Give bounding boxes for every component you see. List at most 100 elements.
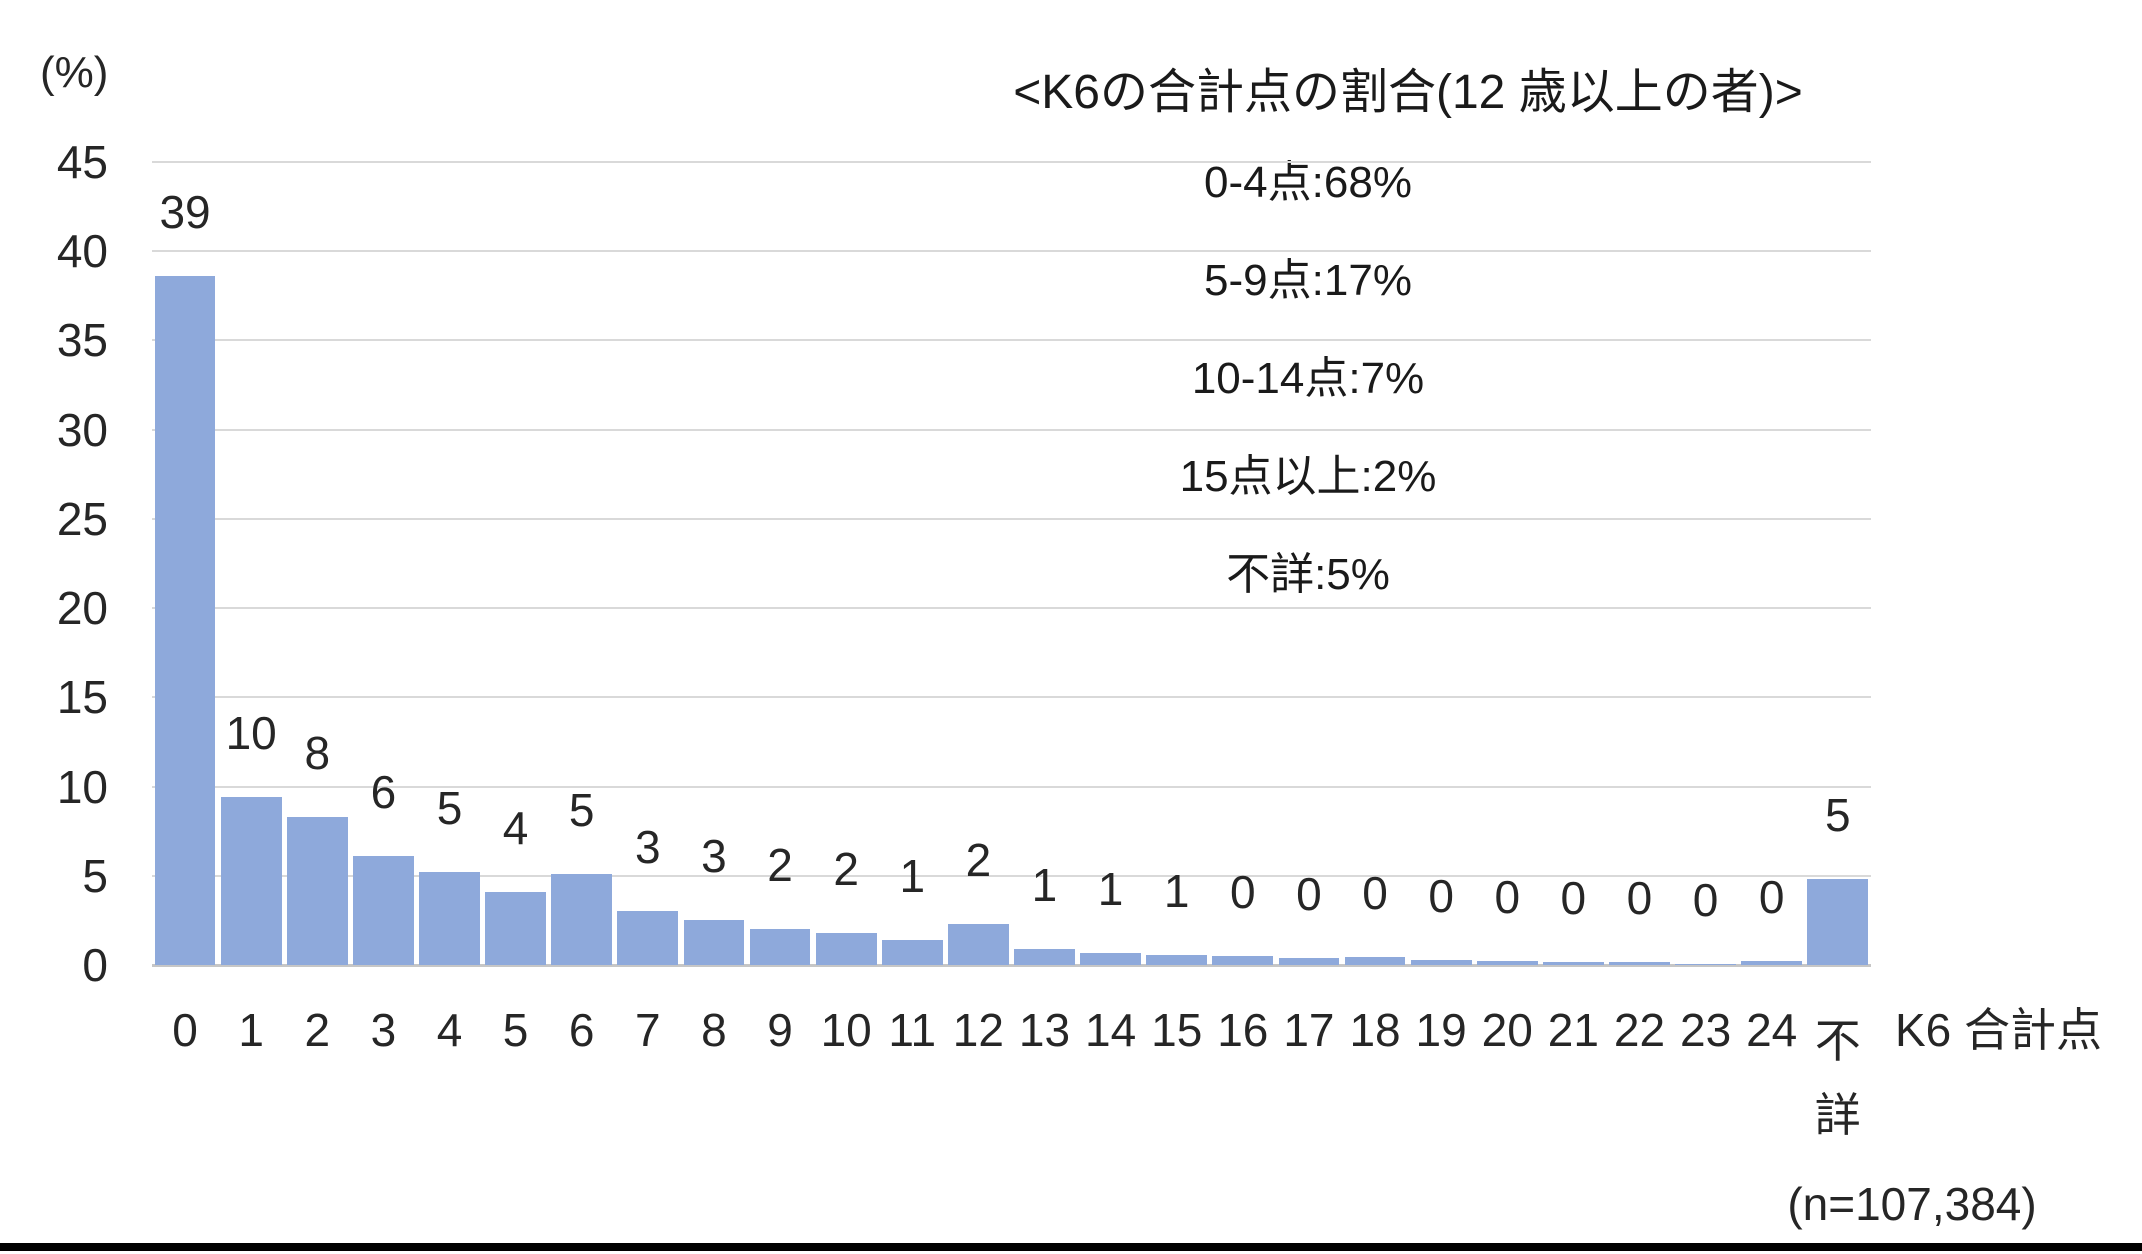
bar-slot: 1: [1144, 162, 1210, 965]
bar: [1080, 952, 1141, 965]
x-axis-line: [152, 963, 1871, 967]
bar: [1014, 948, 1075, 965]
bar-value-label: 3: [635, 821, 661, 874]
bar-slot: 5: [1805, 162, 1871, 965]
x-tick-label: 18: [1349, 1004, 1401, 1056]
x-tick-label: 22: [1613, 1004, 1666, 1056]
bar-value-label: 5: [436, 782, 463, 835]
chart-title: <K6の合計点の割合(12 歳以上の者)>: [1013, 66, 1803, 119]
x-tick-label: 19: [1415, 1004, 1467, 1056]
bar-slot: 0: [1342, 162, 1408, 965]
bar-value-label: 0: [1692, 873, 1719, 926]
gridline: [152, 339, 1871, 342]
bar-slot: 0: [1606, 162, 1672, 965]
bar: [1807, 879, 1869, 965]
bar: [419, 872, 480, 965]
x-tick-label: 20: [1481, 1004, 1533, 1056]
plot-area: 0 5 10 15 20 25 30 35 40 45 39 10 8 6 5 4 5 3 3 2 2 1 2 1 1 1 0 0 0…: [57, 137, 1871, 990]
gridline: [152, 517, 1871, 520]
bar: [749, 929, 811, 965]
bottom-border-line: [0, 1243, 2142, 1251]
annotation-line: 5-9点:17%: [1204, 256, 1412, 305]
x-tick-label: 0: [172, 1004, 198, 1056]
bar-slot: 6: [350, 162, 416, 965]
x-tick-label: 12: [952, 1004, 1004, 1056]
bar-value-label: 0: [1626, 872, 1653, 925]
gridline: [152, 607, 1871, 610]
x-tick-label: 5: [502, 1004, 529, 1056]
bar-value-label: 5: [568, 784, 595, 836]
x-tick-label: 4: [436, 1004, 463, 1056]
bar-slot: 10: [218, 162, 284, 965]
bar-value-label: 0: [1362, 866, 1388, 919]
bar-slot: 8: [284, 162, 350, 965]
x-tick-label: 2: [304, 1004, 331, 1056]
gridline: [152, 696, 1871, 699]
bar-slot: 1: [1078, 162, 1144, 965]
x-tick-label: 3: [370, 1004, 397, 1056]
bar-value-label: 4: [502, 801, 529, 854]
x-tick-label: 14: [1085, 1004, 1137, 1056]
bar-value-label: 1: [1163, 865, 1190, 918]
bar: [286, 816, 348, 965]
gridline: [152, 428, 1871, 431]
bar: [352, 856, 414, 965]
bar: [1344, 956, 1406, 965]
bar-value-label: 0: [1230, 866, 1256, 919]
bar-value-label: 0: [1560, 871, 1587, 924]
bar-slot: 3: [681, 162, 747, 965]
bar-value-label: 10: [225, 707, 277, 760]
bar: [815, 932, 877, 965]
y-tick-label: 0: [82, 939, 108, 991]
bar-value-label: 1: [1031, 858, 1058, 911]
bar: [154, 276, 216, 965]
gridline: [152, 785, 1871, 788]
bar: [485, 891, 546, 965]
bar-slot: 0: [1739, 162, 1805, 965]
y-axis-unit-label: (%): [40, 48, 109, 97]
bar: [1146, 955, 1208, 965]
bar: [1410, 960, 1472, 965]
x-axis-title: K6 合計点: [1895, 1004, 2103, 1056]
x-tick-label: 24: [1746, 1004, 1798, 1056]
bar: [683, 920, 745, 965]
bar-slot: 5: [549, 162, 615, 965]
chart-annotations: 0-4点:68% 5-9点:17% 10-14点:7% 15点以上:2% 不詳:5%: [1180, 134, 1437, 624]
sample-size-label: (n=107,384): [1787, 1178, 2037, 1230]
x-tick-label: 8: [701, 1004, 727, 1056]
y-tick-label: 35: [56, 314, 108, 367]
y-tick-label: 20: [56, 582, 108, 635]
bar: [1212, 956, 1274, 965]
bar: [947, 923, 1009, 965]
bar-slot: 2: [945, 162, 1011, 965]
bar: [617, 911, 679, 965]
y-tick-label: 40: [56, 225, 108, 278]
x-axis-tick-labels: 0 1 2 3 4 5 6 7 8 9 10 11 12 13 14 15 16 17 18 19 20 21 22 23 24…: [152, 1004, 1871, 1152]
bar-value-label: 6: [370, 766, 397, 819]
y-tick-label: 30: [56, 403, 108, 456]
bar-value-label: 1: [1097, 862, 1124, 915]
bar: [220, 797, 282, 965]
annotation-line: 10-14点:7%: [1191, 354, 1425, 403]
bar-slot: 0: [1673, 162, 1739, 965]
bar-value-label: 8: [304, 726, 331, 779]
x-tick-label: 23: [1679, 1004, 1732, 1056]
bar-value-label: 0: [1296, 867, 1322, 920]
annotation-line: 0-4点:68%: [1204, 158, 1412, 207]
y-tick-label: 5: [82, 849, 108, 902]
x-tick-label: 21: [1547, 1004, 1599, 1056]
bar-value-label: 0: [1494, 871, 1521, 924]
bar-value-label: 39: [159, 186, 211, 239]
y-tick-label: 25: [56, 492, 108, 545]
x-tick-label: 16: [1217, 1004, 1269, 1056]
bar-slot: 39: [152, 162, 218, 965]
x-tick-label: 10: [820, 1004, 872, 1056]
bar-value-label: 2: [767, 839, 793, 892]
bar-value-label: 2: [833, 842, 859, 895]
x-tick-label: 6: [568, 1004, 595, 1056]
bar-value-label: 3: [701, 830, 727, 883]
bar-slot: 0: [1540, 162, 1606, 965]
bar-slot: 0: [1210, 162, 1276, 965]
bar-value-label: 0: [1758, 870, 1785, 923]
